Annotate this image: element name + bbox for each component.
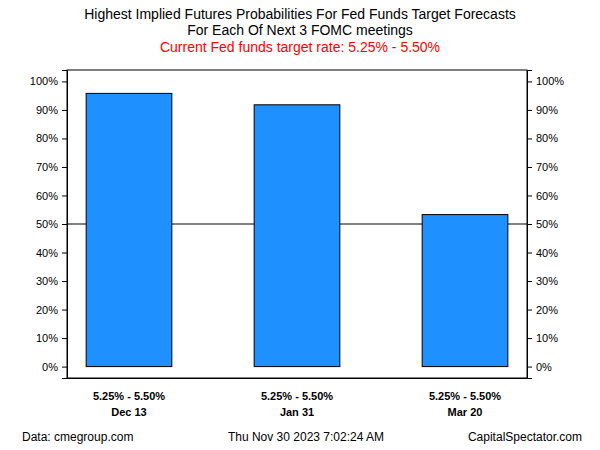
tick-label: 10% [536,332,558,344]
tick: 40% [527,247,558,259]
tick: 60% [527,190,558,202]
tick: 5.25% - 5.50% [429,378,501,402]
tick-label: 50% [36,218,58,230]
tick-mark [62,224,67,225]
bar [254,105,340,367]
plot-area [67,93,527,366]
tick-mark [62,310,67,311]
tick-label: 70% [536,161,558,173]
tick-label: 30% [36,275,58,287]
credit: CapitalSpectator.com [468,430,582,444]
tick: 20% [527,304,558,316]
tick: 50% [527,218,558,230]
tick-label: 70% [36,161,58,173]
title: For Each Of Next 3 FOMC meetings [187,22,413,38]
subtitle: Current Fed funds target rate: 5.25% - 5… [160,39,440,55]
tick-label: 10% [36,332,58,344]
tick: 100% [527,75,564,87]
tick-mark [62,138,67,139]
tick: 30% [36,275,67,287]
tick-label: 20% [36,304,58,316]
tick-mark [527,224,532,225]
tick-label: 90% [36,104,58,116]
tick: 80% [36,132,67,144]
x-axis: 5.25% - 5.50% 5.25% - 5.50% 5.25% - 5.50% [68,378,528,402]
tick-mark [527,81,532,82]
tick: 70% [36,161,67,173]
tick-mark [527,138,532,139]
tick-mark [62,253,67,254]
tick-label: 30% [536,275,558,287]
title: Highest Implied Futures Probabilities Fo… [84,6,516,22]
tick-label: 80% [536,132,558,144]
source: Data: cmegroup.com [22,430,133,444]
tick: 0% [527,361,552,373]
tick-mark [62,81,67,82]
tick-mark [62,338,67,339]
tick-mark [527,367,532,368]
tick: 5.25% - 5.50% [93,378,165,402]
y-axis: 0% 10% 20% 30% 40% 50% 60% 70% 80% 90% 100% [30,71,68,379]
tick-mark [527,310,532,311]
tick-label: 0% [536,361,552,373]
tick-mark [62,281,67,282]
y-axis: 0% 10% 20% 30% 40% 50% 60% 70% 80% 90% 100% [527,71,564,379]
tick-label: 20% [536,304,558,316]
axis-line [62,71,68,379]
tick-label: 50% [536,218,558,230]
tick: 20% [36,304,67,316]
tick: 40% [36,247,67,259]
tick-mark [527,253,532,254]
tick-label: 90% [536,104,558,116]
tick-label: 60% [536,190,558,202]
plot-frame [67,70,527,378]
tick: 10% [527,332,558,344]
tick: 90% [527,104,558,116]
tick: 100% [30,75,67,87]
category-label: Mar 20 [448,406,483,418]
tick-mark [527,338,532,339]
tick-mark [62,110,67,111]
tick-label: 100% [30,75,58,87]
tick: 30% [527,275,558,287]
tick-mark [527,281,532,282]
axis-line [528,71,533,379]
tick-label: 5.25% - 5.50% [429,390,501,402]
tick: 10% [36,332,67,344]
tick: 80% [527,132,558,144]
tick-label: 40% [36,247,58,259]
tick-label: 100% [536,75,564,87]
tick-label: 5.25% - 5.50% [261,390,333,402]
tick: 90% [36,104,67,116]
tick-label: 60% [36,190,58,202]
tick: 50% [36,218,67,230]
tick: 60% [36,190,67,202]
tick-mark [62,167,67,168]
tick-label: 5.25% - 5.50% [93,390,165,402]
tick: 0% [42,361,67,373]
tick-label: 80% [36,132,58,144]
tick: 70% [527,161,558,173]
tick-mark [527,110,532,111]
category-label: Jan 31 [280,406,314,418]
tick-mark [62,367,67,368]
chart: Highest Implied Futures Probabilities Fo… [0,0,600,450]
tick-mark [62,195,67,196]
tick: 5.25% - 5.50% [261,378,333,402]
tick-mark [527,167,532,168]
bar [86,93,172,366]
tick-label: 40% [536,247,558,259]
tick-label: 0% [42,361,58,373]
axis-line [68,378,528,379]
category-label: Dec 13 [111,406,146,418]
timestamp: Thu Nov 30 2023 7:02:24 AM [228,430,384,444]
bar [422,215,508,367]
tick-mark [527,195,532,196]
